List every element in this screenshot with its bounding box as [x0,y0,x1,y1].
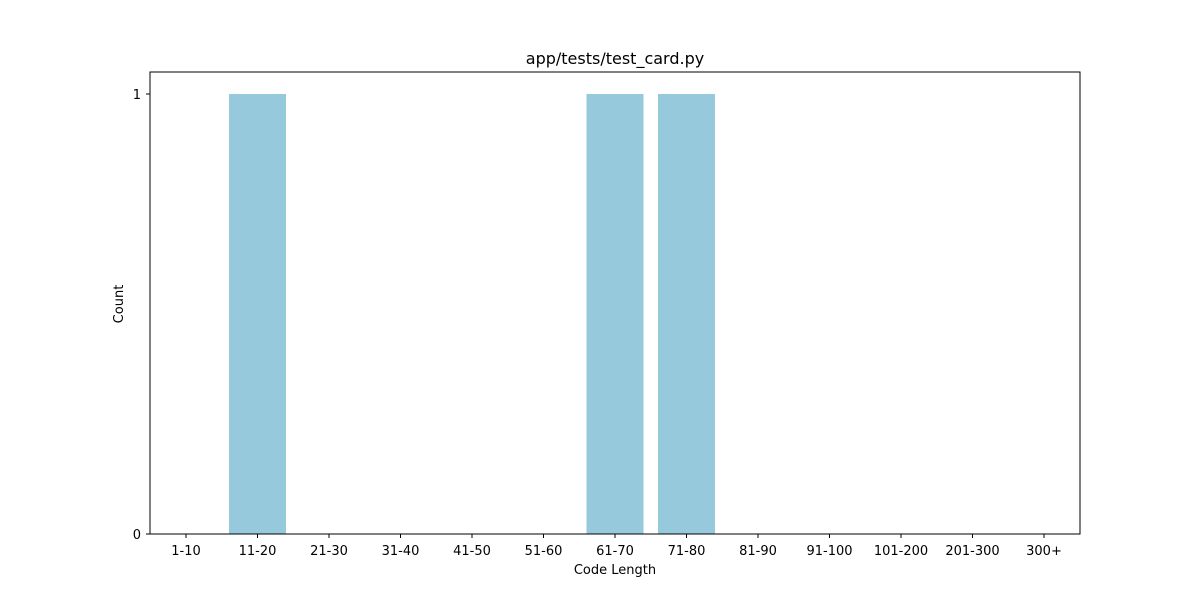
x-tick-label: 41-50 [453,544,491,559]
y-ticks-group: 01 [133,88,150,543]
x-tick-label: 91-100 [806,544,852,559]
x-tick-label: 71-80 [668,544,706,559]
bar-61-70 [586,94,644,534]
y-tick-label: 1 [133,88,141,103]
y-axis-label: Count [112,285,127,324]
bar-11-20 [229,94,286,534]
x-tick-label: 11-20 [239,544,277,559]
bar-71-80 [658,94,715,534]
x-tick-label: 81-90 [739,544,777,559]
x-tick-label: 300+ [1026,544,1062,559]
x-tick-label: 61-70 [596,544,634,559]
x-ticks-group: 1-10 11-20 21-30 31-40 41-50 51-60 61-70 71-80 8… [171,534,1062,559]
x-tick-label: 31-40 [382,544,420,559]
x-tick-label: 101-200 [874,544,928,559]
y-tick-label: 0 [133,528,141,543]
x-tick-label: 21-30 [310,544,348,559]
x-axis-label: Code Length [574,563,656,578]
x-tick-label: 201-300 [945,544,999,559]
bars-group [229,94,715,534]
plot-frame [149,71,1081,535]
chart-title: app/tests/test_card.py [526,49,704,69]
x-tick-label: 1-10 [171,544,201,559]
x-tick-label: 51-60 [525,544,563,559]
